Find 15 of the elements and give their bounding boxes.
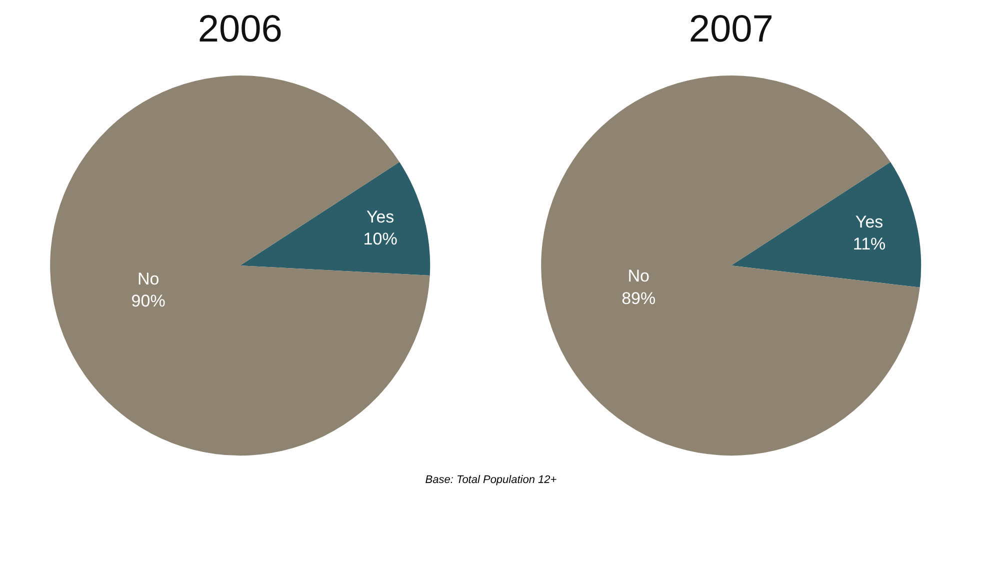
pie-slice [541,76,920,456]
text: Base: Total Population 12+ [424,474,558,486]
data-label: 10% [363,230,398,249]
slice-label: No [137,270,160,289]
chart-title: 2006 [198,8,282,50]
data-label: 11% [852,234,886,254]
slice-label: No [628,266,650,286]
slice-label: Yes [366,207,394,226]
pie-slice [240,162,430,276]
slice-label: Yes [855,212,884,232]
data-label: 89% [622,288,656,308]
pie-slice [50,76,430,456]
pie-slice [731,162,922,288]
chart-title: 2007 [688,8,774,50]
data-label: 90% [131,292,166,311]
